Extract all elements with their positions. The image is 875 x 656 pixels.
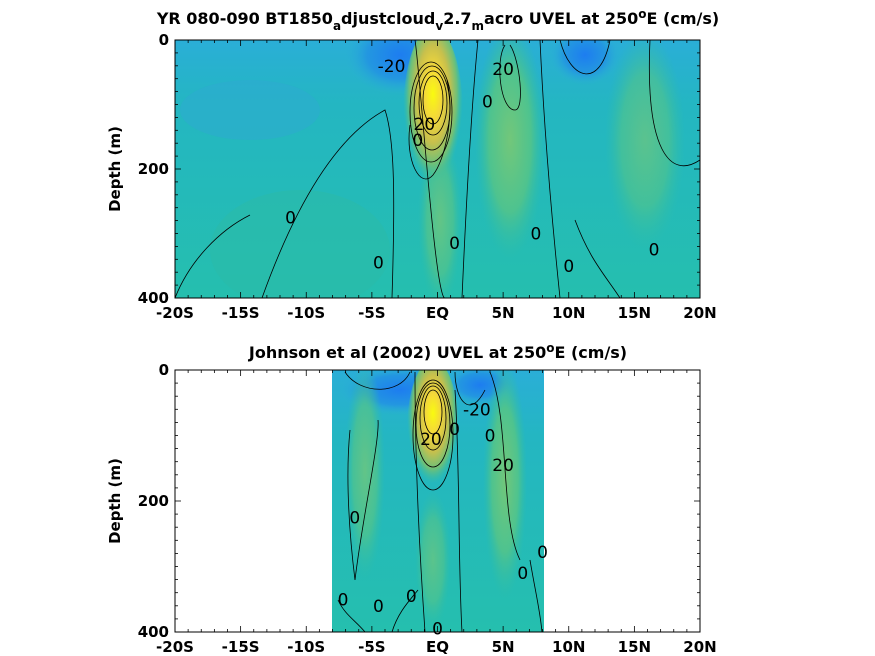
x-tick-label: -10S	[287, 304, 325, 322]
x-tick-label: 20N	[683, 638, 716, 656]
x-tick-label: -20S	[156, 304, 194, 322]
x-tick-label: 5N	[492, 638, 515, 656]
x-tick-label: EQ	[426, 304, 449, 322]
x-tick-labels: -20S -15S -10S -5S EQ 5N 10N 15N 20N	[156, 638, 717, 656]
color-field	[175, 40, 700, 298]
contour-label: 20	[492, 60, 514, 80]
x-tick-label: -10S	[287, 638, 325, 656]
y-axis-label: Depth (m)	[106, 458, 124, 544]
axis-ticks	[174, 369, 701, 633]
x-tick-label: 15N	[618, 304, 651, 322]
y-tick-label: 200	[138, 492, 169, 510]
contour-label: 0	[338, 590, 349, 610]
contour-label: 0	[373, 597, 384, 617]
panel-bottom: Johnson et al (2002) UVEL at 250oE (cm/s…	[106, 341, 717, 656]
contour-label: 0	[412, 131, 423, 151]
contour-label: 0	[449, 420, 460, 440]
panel-top: YR 080-090 BT1850adjustcloudv2.7macro UV…	[106, 7, 719, 322]
y-tick-label: 400	[138, 623, 169, 641]
contour-label: 20	[492, 456, 514, 476]
contour-label: -20	[378, 57, 406, 77]
contour-label: 0	[349, 508, 360, 528]
chart-title: YR 080-090 BT1850adjustcloudv2.7macro UV…	[156, 7, 719, 33]
contour-label: 0	[285, 208, 296, 228]
y-tick-label: 200	[138, 160, 169, 178]
axis-ticks	[174, 39, 701, 299]
x-tick-label: 20N	[683, 304, 716, 322]
x-tick-label: 10N	[552, 638, 585, 656]
y-tick-label: 0	[159, 361, 169, 379]
contour-label: -20	[463, 400, 491, 420]
contour-label: 0	[406, 587, 417, 607]
chart-title: Johnson et al (2002) UVEL at 250oE (cm/s…	[248, 341, 627, 362]
x-tick-label: -5S	[358, 638, 385, 656]
contour-label: 0	[537, 543, 548, 563]
contour-label: 0	[373, 254, 384, 274]
contour-label: 0	[449, 234, 460, 254]
contour-label: 0	[649, 241, 660, 261]
y-tick-label: 0	[159, 31, 169, 49]
y-axis-label: Depth (m)	[106, 126, 124, 212]
contour-label: 20	[420, 430, 442, 450]
x-tick-label: 5N	[492, 304, 515, 322]
x-tick-label: -20S	[156, 638, 194, 656]
y-tick-labels: 0 200 400	[138, 361, 169, 641]
contour-label: 0	[563, 257, 574, 277]
y-tick-label: 400	[138, 289, 169, 307]
contour-label: 20	[414, 115, 436, 135]
x-tick-label: -15S	[222, 638, 260, 656]
x-tick-label: -15S	[222, 304, 260, 322]
x-tick-labels: -20S -15S -10S -5S EQ 5N 10N 15N 20N	[156, 304, 717, 322]
contour-label: 0	[485, 427, 496, 447]
x-tick-label: -5S	[358, 304, 385, 322]
x-tick-label: EQ	[426, 638, 449, 656]
x-tick-label: 10N	[552, 304, 585, 322]
x-tick-label: 15N	[618, 638, 651, 656]
contour-label: 0	[531, 225, 542, 245]
contour-label: 0	[482, 92, 493, 112]
contour-label: 0	[517, 564, 528, 584]
y-tick-labels: 0 200 400	[138, 31, 169, 307]
color-field	[332, 370, 544, 632]
